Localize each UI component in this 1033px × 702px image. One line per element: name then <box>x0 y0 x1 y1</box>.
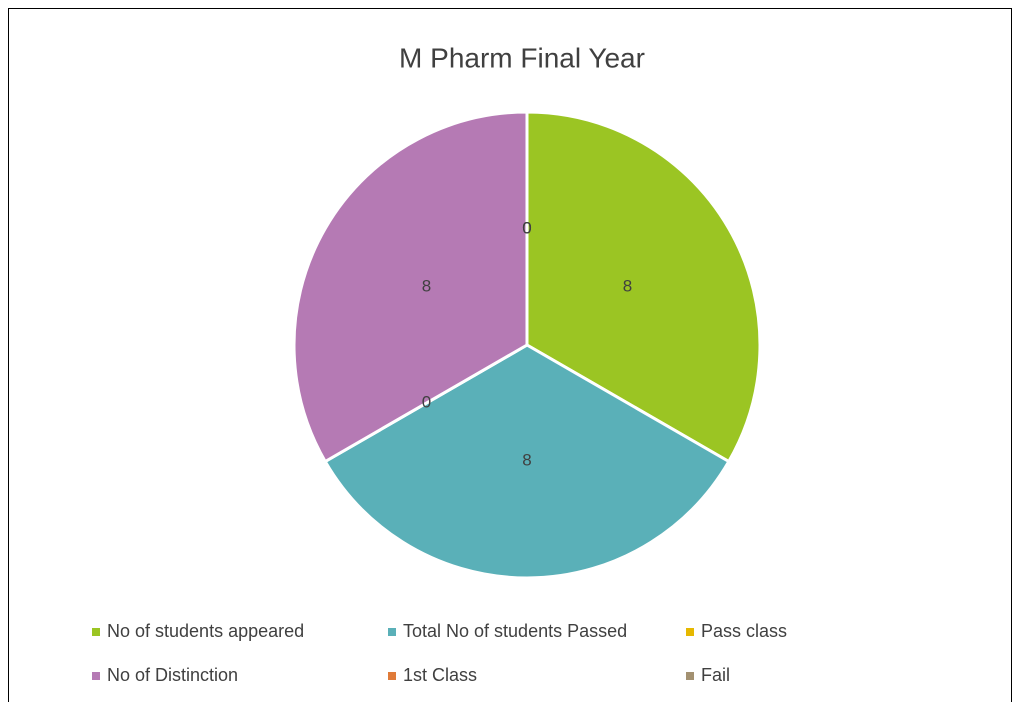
legend-label: Pass class <box>701 621 787 641</box>
legend-swatch <box>92 672 100 680</box>
data-label: 8 <box>623 276 632 295</box>
legend-label: Fail <box>701 665 730 685</box>
data-label: 8 <box>422 276 431 295</box>
legend-swatch <box>388 672 396 680</box>
data-label: 0 <box>522 218 531 237</box>
legend-label: Total No of students Passed <box>403 621 627 641</box>
legend-label: No of students appeared <box>107 621 304 641</box>
legend-swatch <box>92 628 100 636</box>
legend-swatch <box>686 672 694 680</box>
chart-title: M Pharm Final Year <box>399 42 645 73</box>
data-label: 0 <box>422 392 431 411</box>
legend-swatch <box>388 628 396 636</box>
pie-slice <box>323 343 731 580</box>
pie-slice <box>292 110 529 464</box>
legend-label: No of Distinction <box>107 665 238 685</box>
data-label: 0 <box>522 218 531 237</box>
data-label: 8 <box>522 450 531 469</box>
pie-slice <box>525 110 762 464</box>
legend-swatch <box>686 628 694 636</box>
legend-label: 1st Class <box>403 665 477 685</box>
